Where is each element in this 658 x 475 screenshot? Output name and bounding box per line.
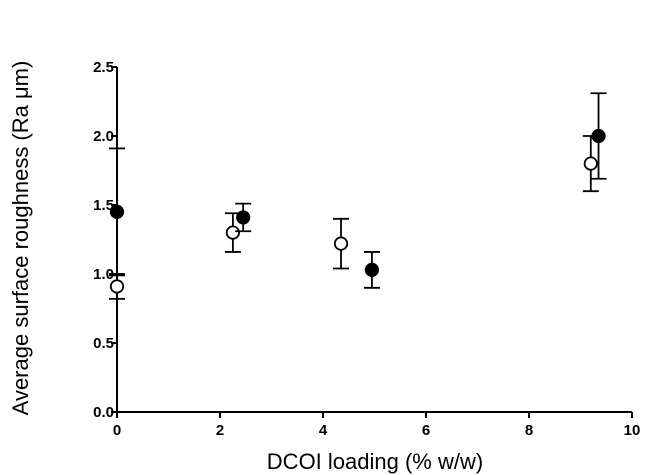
x-tick-label: 6 xyxy=(422,422,430,439)
data-points xyxy=(109,92,607,300)
y-tick-label: 2.5 xyxy=(93,59,114,76)
filled-circle-point xyxy=(236,210,251,225)
series-2 xyxy=(109,92,607,289)
series-1 xyxy=(109,135,599,300)
y-tick-label: 1.0 xyxy=(93,266,114,283)
x-tick-label: 4 xyxy=(319,422,328,439)
filled-circle-point xyxy=(591,128,606,144)
open-circle-point xyxy=(333,236,349,251)
filled-circle-point xyxy=(109,204,125,219)
open-circle-point xyxy=(109,279,125,294)
open-circle-point xyxy=(225,225,240,240)
x-axis-title: DCOI loading (% w/w) xyxy=(267,449,483,474)
y-tick-label: 2.0 xyxy=(93,128,114,145)
filled-circle-point xyxy=(364,262,380,277)
y-tick-label: 0.5 xyxy=(93,335,114,352)
x-tick-label: 10 xyxy=(624,422,641,439)
x-tick-label: 8 xyxy=(525,422,533,439)
open-circle-point xyxy=(583,156,598,171)
y-tick-label: 0.0 xyxy=(93,404,114,421)
axes xyxy=(116,67,632,413)
x-axis-ticks: 0 2 4 6 8 10 xyxy=(113,412,641,439)
y-axis-title: Average surface roughness (Ra μm) xyxy=(8,61,33,416)
x-tick-label: 2 xyxy=(216,422,224,439)
x-tick-label: 0 xyxy=(113,422,121,439)
y-tick-label: 1.5 xyxy=(93,197,114,214)
y-axis-ticks: 0.0 0.5 1.0 1.5 2.0 2.5 xyxy=(93,59,117,421)
